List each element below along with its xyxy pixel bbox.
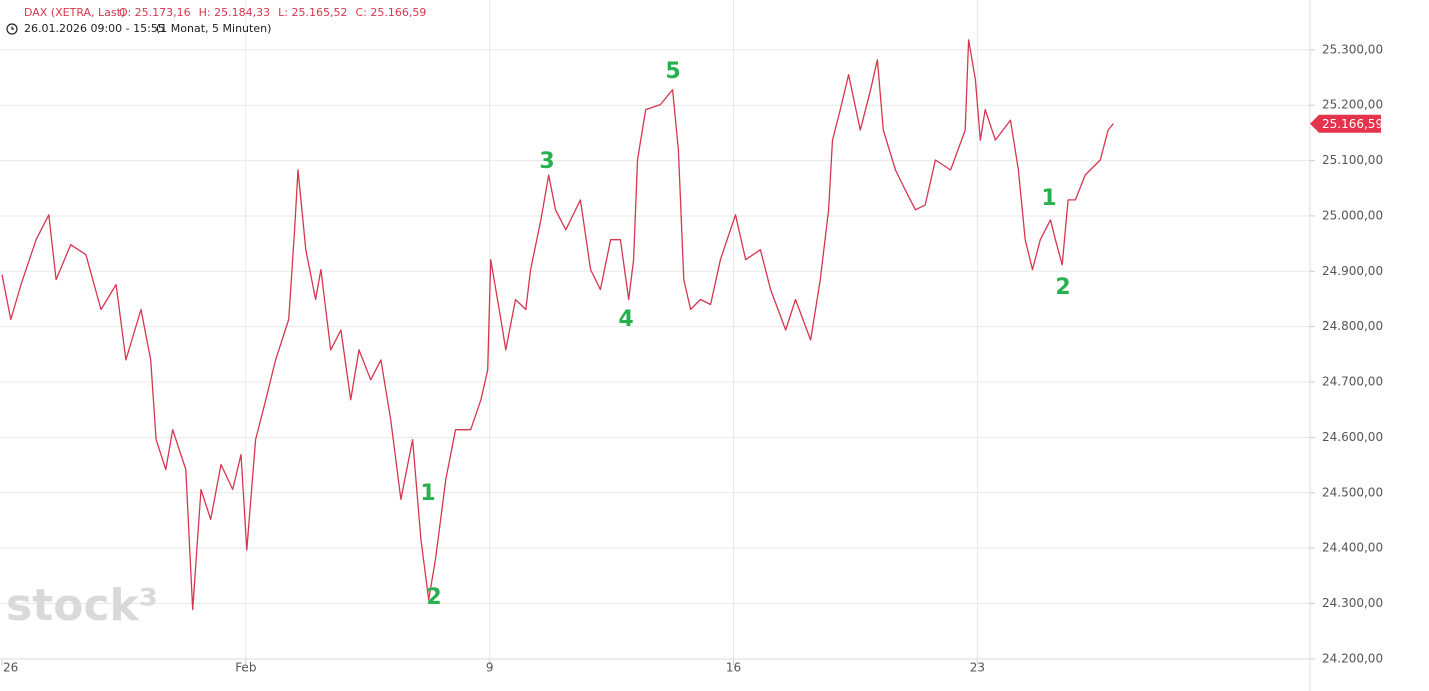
ohlc-value: O: 25.173,16 — [119, 6, 191, 19]
wave-label: 1 — [420, 481, 435, 506]
price-tag-label: 25.166,59 — [1322, 117, 1383, 131]
grid — [0, 0, 1310, 660]
y-tick-label: 25.200,00 — [1322, 98, 1383, 112]
y-tick-label: 24.800,00 — [1322, 319, 1383, 333]
y-tick-label: 25.300,00 — [1322, 42, 1383, 56]
clock-icon — [11, 26, 14, 30]
y-tick-label: 24.700,00 — [1322, 375, 1383, 389]
wave-label: 1 — [1041, 186, 1056, 211]
ohlc-value: C: 25.166,59 — [355, 6, 426, 19]
clock-icon — [6, 23, 18, 35]
wave-label: 2 — [426, 585, 441, 610]
y-tick-label: 24.900,00 — [1322, 264, 1383, 278]
x-tick-label: 16 — [726, 661, 741, 675]
y-tick-label: 25.100,00 — [1322, 153, 1383, 167]
price-line — [1, 39, 1115, 611]
y-tick-label: 25.000,00 — [1322, 208, 1383, 222]
chart-title: DAX (XETRA, Last) — [24, 6, 125, 19]
ohlc-value: L: 25.165,52 — [278, 6, 347, 19]
wave-label: 5 — [665, 59, 680, 84]
x-tick-label: 23 — [970, 661, 985, 675]
price-tag — [1310, 114, 1381, 133]
y-tick-label: 24.400,00 — [1322, 541, 1383, 555]
y-tick-label: 24.500,00 — [1322, 485, 1383, 499]
subtitle: 26.01.2026 09:00 - 15:55 — [24, 22, 165, 35]
x-tick-label: 26 — [3, 661, 18, 675]
x-tick-label: Feb — [235, 661, 256, 675]
x-tick-label: 9 — [486, 661, 494, 675]
watermark: stock³ — [6, 580, 158, 631]
interval: (1 Monat, 5 Minuten) — [156, 22, 271, 35]
ohlc-value: H: 25.184,33 — [199, 6, 270, 19]
y-tick-label: 24.600,00 — [1322, 430, 1383, 444]
y-tick-label: 24.200,00 — [1322, 651, 1383, 665]
wave-label: 2 — [1055, 275, 1070, 300]
y-tick-label: 24.300,00 — [1322, 596, 1383, 610]
wave-label: 4 — [618, 307, 633, 332]
wave-label: 3 — [539, 149, 554, 174]
